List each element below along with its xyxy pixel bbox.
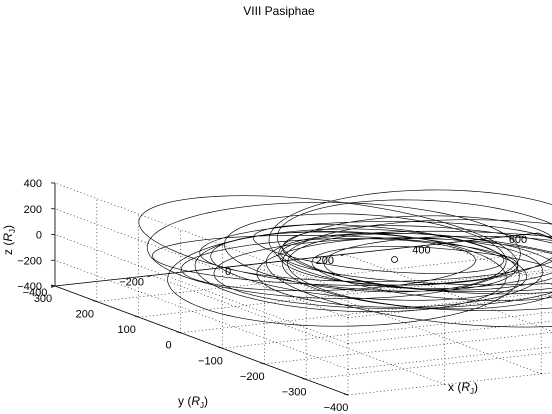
x-tick-label: −400 (23, 287, 48, 299)
x-tick-label: 600 (509, 234, 527, 246)
x-tick-mark (244, 264, 249, 267)
y-tick-label: 0 (166, 340, 172, 352)
y-tick-mark (343, 393, 349, 396)
jupiter-marker (391, 256, 398, 263)
y-tick-label: 100 (118, 324, 136, 336)
y-tick-mark (260, 362, 265, 365)
y-tick-mark (176, 331, 181, 334)
y-tick-label: −100 (198, 355, 223, 367)
y-tick-label: −300 (282, 386, 307, 398)
y-tick-label: −200 (240, 371, 265, 383)
orbit-trace (138, 189, 552, 328)
z-tick-label: −400 (17, 281, 42, 293)
y-tick-label: 200 (76, 309, 94, 321)
x-tick-label: 400 (412, 245, 430, 257)
x-tick-mark (533, 232, 539, 235)
x-axis-label: x (RJ) (448, 380, 478, 396)
z-tick-label: −200 (17, 255, 42, 267)
x-tick-mark (340, 253, 345, 257)
x-tick-mark (147, 275, 152, 278)
z-tick-label: 400 (24, 178, 42, 190)
y-axis-label: y (RJ) (178, 394, 208, 410)
chart-title: VIII Pasiphae (243, 4, 315, 18)
y-tick-mark (218, 346, 223, 349)
z-tick-label: 0 (36, 230, 42, 242)
x-tick-label: 0 (225, 266, 231, 278)
y-tick-label: −400 (324, 402, 349, 414)
orbit-layer (138, 189, 552, 328)
x-tick-mark (437, 243, 442, 246)
y-tick-mark (92, 300, 97, 302)
y-tick-mark (134, 315, 139, 318)
z-axis-label: z (RJ) (1, 225, 17, 255)
y-tick-label: 300 (34, 293, 52, 305)
x-tick-label: 200 (316, 255, 334, 267)
z-tick-label: 200 (24, 204, 42, 216)
tick-layer: −400 −200 0 200 400 600 −400 −300 −200 −100 0 100 20… (17, 178, 539, 414)
x-tick-label: −200 (119, 276, 144, 288)
y-axis-line (54, 285, 349, 396)
y-tick-mark (302, 378, 307, 380)
